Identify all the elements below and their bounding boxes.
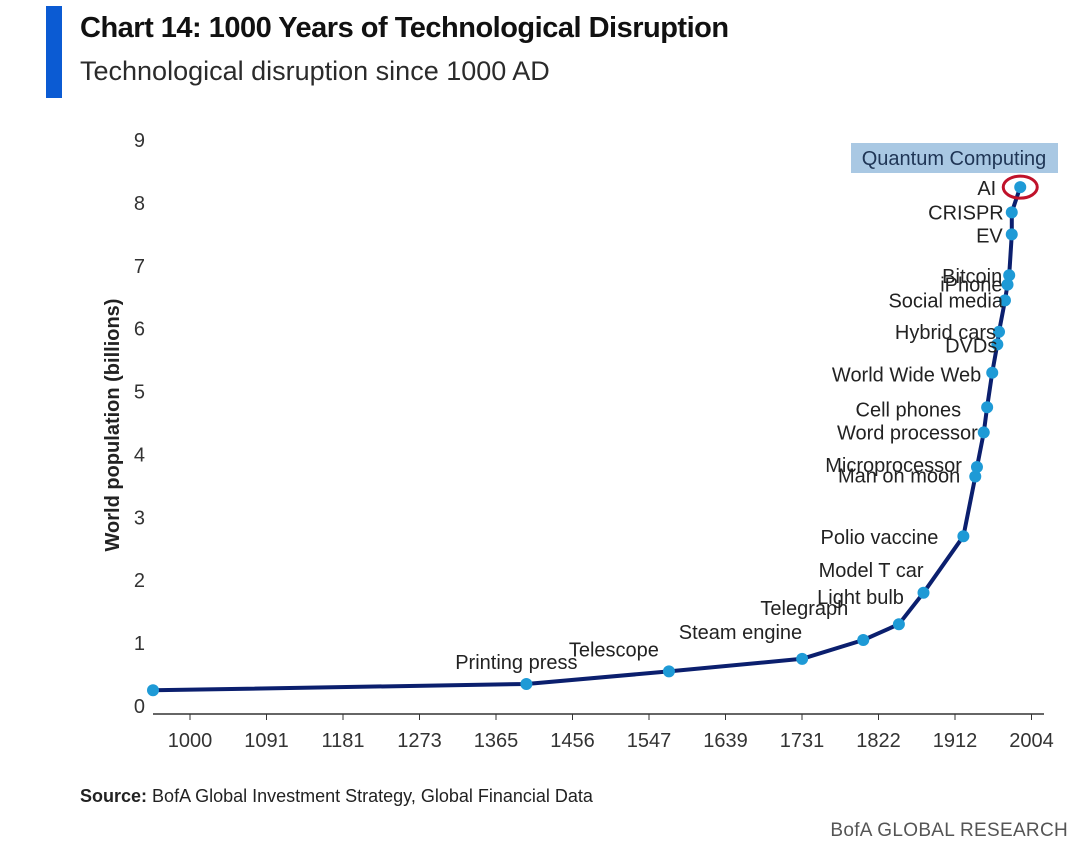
data-point	[977, 426, 990, 439]
x-tick-label: 1091	[244, 730, 289, 752]
point-label: CRISPR	[928, 202, 1004, 224]
data-point	[1014, 181, 1027, 194]
y-axis-label: World population (billions)	[102, 299, 124, 552]
x-tick-label: 1181	[321, 730, 364, 752]
point-label: Telescope	[569, 639, 659, 661]
y-tick-label: 4	[134, 444, 145, 466]
x-tick-label: 1000	[168, 730, 213, 752]
data-point	[1005, 206, 1018, 219]
point-label: EV	[976, 225, 1003, 247]
data-point	[993, 325, 1006, 338]
point-label: Social media	[888, 290, 1003, 312]
title-accent-bar	[46, 6, 62, 98]
point-label: Printing press	[455, 652, 577, 674]
point-label: AI	[977, 178, 996, 200]
source-note: Source: BofA Global Investment Strategy,…	[80, 786, 593, 807]
x-tick-label: 1273	[397, 730, 442, 752]
y-tick-label: 0	[134, 696, 145, 718]
data-point	[917, 586, 930, 599]
x-tick-label: 1822	[856, 730, 901, 752]
chart-title: Chart 14: 1000 Years of Technological Di…	[80, 12, 729, 44]
x-tick-label: 1547	[627, 730, 672, 752]
data-point	[892, 618, 905, 631]
source-label: Source:	[80, 786, 148, 806]
point-label: Steam engine	[679, 622, 802, 644]
highlight-ring	[1001, 174, 1039, 200]
x-tick-label: 1456	[550, 730, 595, 752]
source-text: BofA Global Investment Strategy, Global …	[152, 786, 593, 806]
data-point	[1005, 228, 1018, 241]
data-point	[969, 470, 982, 483]
point-label: Model T car	[819, 560, 924, 582]
data-point	[857, 633, 870, 646]
data-point	[1001, 278, 1014, 291]
point-label: Light bulb	[817, 587, 904, 609]
data-point	[147, 684, 159, 697]
y-tick-label: 5	[134, 382, 145, 404]
x-tick-label: 1639	[703, 730, 748, 752]
point-label: DVDs	[945, 335, 997, 357]
annotation-label: Quantum Computing	[862, 148, 1047, 170]
x-tick-label: 1731	[780, 730, 825, 752]
data-point	[991, 338, 1004, 351]
point-label: Microprocessor	[825, 455, 962, 477]
point-label: Hybrid cars	[895, 322, 996, 344]
x-tick-label: 1365	[474, 730, 519, 752]
y-tick-label: 6	[134, 319, 145, 341]
point-label: Man on moon	[838, 465, 960, 487]
point-label: Telegraph	[760, 598, 848, 620]
point-label: Bitcoin	[942, 266, 1002, 288]
annotation-highlight-box	[851, 143, 1058, 173]
data-point	[796, 652, 809, 665]
x-tick-label: 1912	[933, 730, 978, 752]
point-label: iPhone	[940, 275, 1002, 297]
brand-label: BofA GLOBAL RESEARCH	[830, 820, 1068, 841]
point-label: Cell phones	[856, 399, 962, 421]
point-label: Word processor	[837, 422, 978, 444]
chart-subtitle: Technological disruption since 1000 AD	[80, 56, 550, 86]
data-point	[957, 530, 970, 543]
point-label: Polio vaccine	[821, 527, 939, 549]
y-tick-label: 7	[134, 256, 145, 278]
y-tick-label: 2	[134, 570, 145, 592]
data-point	[520, 677, 533, 690]
y-tick-label: 1	[134, 633, 145, 655]
y-tick-label: 8	[134, 193, 145, 215]
y-tick-label: 9	[134, 130, 145, 152]
data-point	[1003, 269, 1016, 282]
data-point	[986, 366, 999, 379]
data-point	[662, 665, 675, 678]
x-tick-label: 2004	[1009, 730, 1054, 752]
data-point	[970, 461, 983, 474]
data-point	[981, 401, 994, 414]
point-label: World Wide Web	[832, 365, 981, 387]
y-tick-label: 3	[134, 507, 145, 529]
data-point	[998, 294, 1011, 307]
